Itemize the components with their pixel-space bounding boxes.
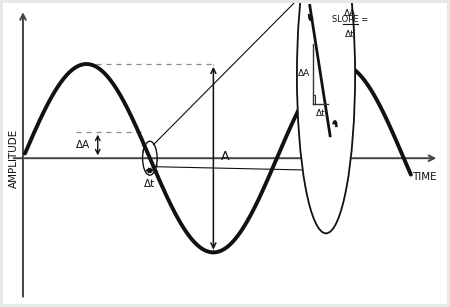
Text: Δt: Δt <box>316 109 325 119</box>
Text: ΔA: ΔA <box>298 69 310 78</box>
Text: ΔA: ΔA <box>76 140 90 150</box>
Ellipse shape <box>297 0 355 233</box>
Text: Δt: Δt <box>144 179 155 189</box>
Text: ΔA: ΔA <box>344 10 356 18</box>
Text: AMPLITUDE: AMPLITUDE <box>9 129 19 188</box>
Text: TIME: TIME <box>413 172 437 182</box>
Text: SLOPE =: SLOPE = <box>332 15 368 24</box>
Text: Δt: Δt <box>346 30 355 39</box>
Text: A: A <box>220 150 229 163</box>
